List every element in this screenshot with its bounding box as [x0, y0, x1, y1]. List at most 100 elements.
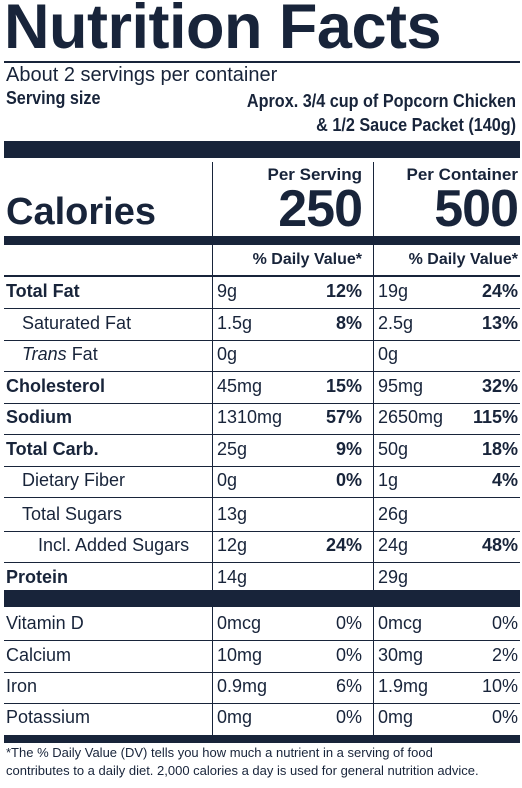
row-divider	[4, 640, 520, 641]
vitamin-dv-per-serving: 6%	[335, 676, 362, 696]
thick-divider-calories	[4, 236, 520, 245]
thick-divider-protein	[4, 590, 520, 607]
calories-per-serving: 250	[278, 180, 363, 238]
dv-per-serving: 57%	[325, 407, 362, 427]
nutrient-label: Dietary Fiber	[22, 470, 126, 490]
dv-per-serving: 12%	[325, 281, 362, 301]
amount-per-serving: 12g	[217, 535, 248, 555]
vitamin-amount-per-container: 0mcg	[378, 613, 423, 633]
dv-per-container: 32%	[481, 376, 518, 396]
row-divider	[4, 371, 520, 372]
serving-size-line-1: Aprox. 3/4 cup of Popcorn Chicken	[246, 91, 516, 111]
vitamin-amount-per-serving: 0.9mg	[217, 676, 268, 696]
servings-per-container: About 2 servings per container	[6, 64, 278, 86]
dv-per-container: 115%	[472, 407, 518, 427]
amount-per-container: 1g	[378, 470, 399, 490]
vitamin-label: Potassium	[6, 707, 91, 727]
divider-title	[4, 61, 520, 63]
row-divider	[4, 466, 520, 467]
column-divider-serving	[212, 162, 213, 743]
dv-per-serving: 15%	[325, 376, 362, 396]
nutrient-label: Total Fat	[6, 281, 80, 301]
amount-per-container: 19g	[378, 281, 409, 301]
row-divider	[4, 672, 520, 673]
vitamin-amount-per-container: 30mg	[378, 645, 424, 665]
amount-per-serving: 0g	[217, 470, 238, 490]
dv-per-serving: 0%	[335, 470, 362, 490]
amount-per-container: 95mg	[378, 376, 424, 396]
amount-per-serving: 1310mg	[217, 407, 283, 427]
row-divider	[4, 308, 520, 309]
row-divider	[4, 562, 520, 563]
dv-per-container: 4%	[491, 470, 518, 490]
row-divider	[4, 497, 520, 498]
divider-dv-header	[4, 275, 520, 277]
nutrient-label-italic: Trans	[22, 344, 67, 364]
amount-per-container: 24g	[378, 535, 409, 555]
row-divider	[4, 403, 520, 404]
nutrient-label: Incl. Added Sugars	[38, 535, 190, 555]
amount-per-container: 26g	[378, 504, 409, 524]
dv-per-serving: 9%	[335, 439, 362, 459]
per-serving-header: Per Serving	[267, 165, 363, 184]
nutrient-label: Cholesterol	[6, 376, 106, 396]
vitamin-dv-per-serving: 0%	[335, 707, 362, 727]
vitamin-dv-per-container: 0%	[491, 613, 518, 633]
vitamin-dv-per-container: 10%	[481, 676, 518, 696]
row-divider	[4, 531, 520, 532]
dv-per-container: 18%	[481, 439, 518, 459]
calories-label: Calories	[6, 191, 156, 233]
nutrient-label: Total Sugars	[22, 504, 123, 524]
daily-value-header-serving: % Daily Value*	[252, 251, 362, 268]
vitamin-amount-per-serving: 0mg	[217, 707, 253, 727]
amount-per-container: 2650mg	[378, 407, 444, 427]
footnote-line-2: contributes to a daily diet. 2,000 calor…	[6, 763, 479, 778]
amount-per-serving: 1.5g	[217, 313, 253, 333]
amount-per-container: 2.5g	[378, 313, 414, 333]
vitamin-amount-per-container: 1.9mg	[378, 676, 429, 696]
nutrient-label: Saturated Fat	[22, 313, 132, 333]
per-container-header: Per Container	[406, 165, 518, 184]
dv-per-serving: 24%	[325, 535, 362, 555]
vitamin-dv-per-serving: 0%	[335, 645, 362, 665]
thick-divider-footnote	[4, 735, 520, 743]
amount-per-serving: 0g	[217, 344, 238, 364]
vitamin-dv-per-container: 2%	[491, 645, 518, 665]
nutrient-label: Protein	[6, 567, 69, 587]
column-divider-container	[373, 162, 374, 743]
amount-per-container: 50g	[378, 439, 409, 459]
vitamin-amount-per-serving: 0mcg	[217, 613, 262, 633]
vitamin-dv-per-serving: 0%	[335, 613, 362, 633]
calories-per-container: 500	[434, 180, 519, 238]
amount-per-container: 29g	[378, 567, 409, 587]
daily-value-header-container: % Daily Value*	[408, 251, 518, 268]
serving-size-label: Serving size	[6, 88, 101, 108]
row-divider	[4, 434, 520, 435]
footnote-line-1: *The % Daily Value (DV) tells you how mu…	[6, 745, 433, 760]
serving-size-value: Aprox. 3/4 cup of Popcorn Chicken & 1/2 …	[247, 89, 516, 137]
dv-per-container: 13%	[481, 313, 518, 333]
amount-per-serving: 9g	[217, 281, 238, 301]
row-divider	[4, 340, 520, 341]
vitamin-label: Vitamin D	[6, 613, 84, 633]
amount-per-container: 0g	[378, 344, 399, 364]
amount-per-serving: 14g	[217, 567, 248, 587]
dv-per-serving: 8%	[335, 313, 362, 333]
nutrient-label: Total Carb.	[6, 439, 99, 459]
amount-per-serving: 45mg	[217, 376, 263, 396]
vitamin-dv-per-container: 0%	[491, 707, 518, 727]
amount-per-serving: 25g	[217, 439, 248, 459]
vitamin-amount-per-serving: 10mg	[217, 645, 263, 665]
vitamin-label: Iron	[6, 676, 38, 696]
serving-size-line-2: & 1/2 Sauce Packet (140g)	[316, 115, 516, 135]
nutrient-label: Sodium	[6, 407, 72, 427]
vitamin-label: Calcium	[6, 645, 72, 665]
nutrient-label-rest: Fat	[66, 344, 98, 364]
amount-per-serving: 13g	[217, 504, 248, 524]
dv-per-container: 24%	[481, 281, 518, 301]
dv-per-container: 48%	[481, 535, 518, 555]
row-divider	[4, 703, 520, 704]
nutrient-label: Trans Fat	[22, 345, 98, 363]
vitamin-amount-per-container: 0mg	[378, 707, 414, 727]
